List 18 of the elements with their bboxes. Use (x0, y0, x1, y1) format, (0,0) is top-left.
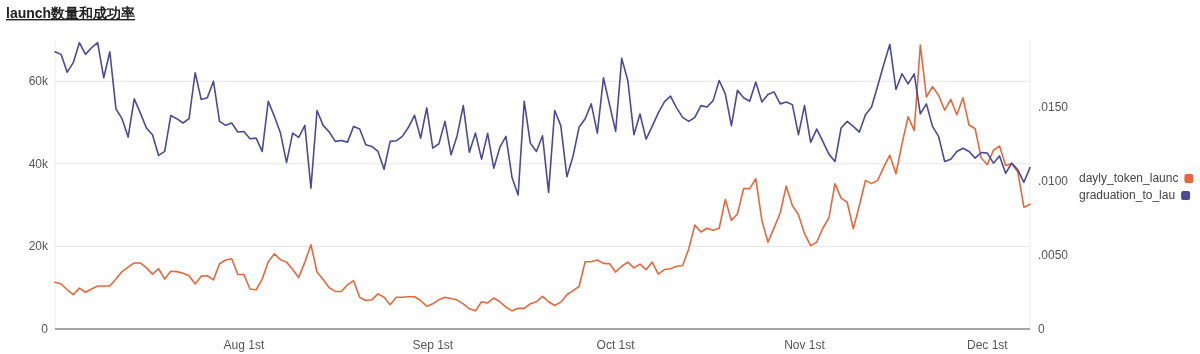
y2-tick-label: .0150 (1038, 99, 1069, 114)
x-tick-label: Nov 1st (784, 338, 826, 352)
line-series (54, 41, 1031, 196)
x-tick-label: Oct 1st (596, 338, 636, 352)
line-series (54, 44, 1031, 312)
legend-label: graduation_to_lau (1079, 188, 1176, 202)
y2-tick-label: .0100 (1038, 173, 1069, 188)
x-tick-label: Dec 1st (967, 338, 1009, 352)
chart-title: launch数量和成功率 (6, 5, 136, 21)
y-tick-label: 0 (41, 322, 49, 336)
legend-label: dayly_token_launc (1079, 171, 1179, 185)
y-tick-label: 20k (28, 239, 49, 254)
x-tick-label: Aug 1st (223, 338, 265, 352)
y2-tick-label: 0 (1038, 322, 1045, 336)
y2-tick-label: .0050 (1038, 247, 1069, 262)
y-tick-label: 60k (28, 74, 49, 89)
y-tick-label: 40k (28, 156, 49, 171)
x-tick-label: Sep 1st (412, 338, 454, 352)
